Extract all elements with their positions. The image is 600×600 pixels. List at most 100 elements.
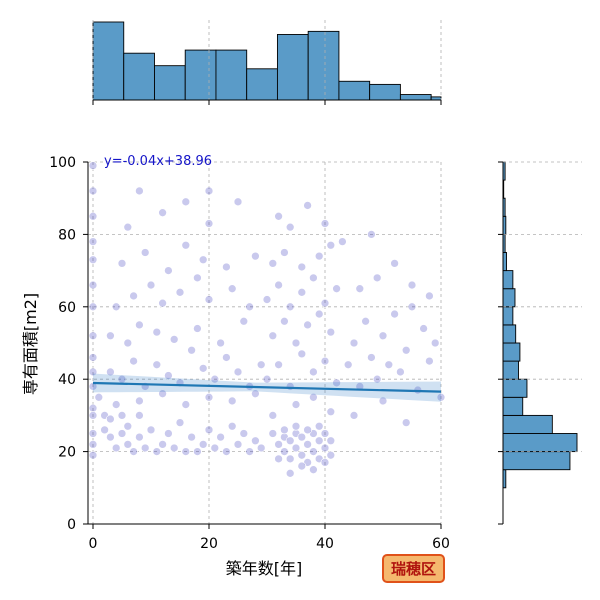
scatter-point bbox=[175, 287, 185, 297]
scatter-point bbox=[425, 356, 434, 366]
scatter-point bbox=[297, 432, 307, 442]
scatter-point bbox=[274, 280, 283, 290]
scatter-point bbox=[245, 302, 254, 312]
scatter-point bbox=[367, 230, 376, 239]
x-histogram-bar bbox=[399, 94, 432, 101]
scatter-point bbox=[396, 367, 405, 377]
scatter-point bbox=[135, 432, 144, 442]
scatter-point bbox=[314, 436, 324, 446]
scatter-point bbox=[390, 259, 399, 268]
scatter-point bbox=[135, 411, 144, 420]
scatter-point bbox=[274, 454, 283, 464]
scatter-point bbox=[280, 248, 289, 257]
scatter-point bbox=[320, 356, 330, 366]
regression bbox=[92, 373, 442, 402]
x-histogram-bar bbox=[307, 30, 340, 101]
scatter-point bbox=[285, 454, 295, 464]
scatter-point bbox=[239, 316, 249, 326]
scatter-point bbox=[401, 418, 411, 427]
scatter-point bbox=[204, 295, 214, 304]
scatter-point bbox=[425, 291, 434, 301]
y-axis-title: 専有面積[m2] bbox=[21, 293, 40, 395]
scatter-point bbox=[280, 316, 289, 326]
scatter-point bbox=[297, 349, 307, 359]
scatter-point bbox=[135, 186, 144, 196]
scatter-point bbox=[268, 411, 278, 420]
scatter-point bbox=[88, 429, 98, 438]
scatter-point bbox=[117, 411, 127, 420]
scatter-point bbox=[111, 302, 121, 312]
scatter-point bbox=[181, 240, 191, 250]
scatter-point bbox=[216, 338, 225, 348]
x-axis-title: 築年数[年] bbox=[226, 559, 303, 578]
x-histogram-bar bbox=[184, 49, 217, 101]
scatter-point bbox=[297, 287, 307, 297]
ward-badge-label: 瑞穂区 bbox=[391, 560, 436, 578]
scatter-point bbox=[169, 443, 179, 453]
scatter-point bbox=[88, 367, 98, 377]
scatter-point bbox=[164, 371, 173, 380]
scatter-point bbox=[309, 392, 318, 402]
scatter-point bbox=[285, 436, 295, 446]
scatter-point bbox=[297, 450, 307, 460]
scatter-point bbox=[372, 273, 382, 283]
x-histogram-bar bbox=[338, 80, 371, 101]
y-tick-label: 100 bbox=[49, 155, 76, 171]
scatter-point bbox=[88, 403, 98, 413]
y-tick-label: 20 bbox=[58, 445, 76, 461]
scatter-point bbox=[256, 360, 266, 370]
scatter-point bbox=[320, 429, 330, 438]
scatter-point bbox=[251, 436, 260, 446]
y-histogram-bar bbox=[502, 396, 524, 416]
scatter-point bbox=[88, 440, 98, 449]
scatter-point bbox=[88, 255, 98, 265]
scatter-point bbox=[326, 327, 336, 337]
scatter-point bbox=[320, 443, 330, 453]
scatter-point bbox=[198, 440, 208, 449]
x-marginal-histogram bbox=[92, 20, 442, 105]
scatter-point bbox=[204, 425, 214, 435]
scatter-point bbox=[303, 440, 312, 449]
scatter-point bbox=[338, 237, 347, 246]
scatter-point bbox=[100, 425, 109, 435]
x-histogram-bar bbox=[92, 21, 125, 101]
scatter-point bbox=[309, 447, 318, 456]
scatter-point bbox=[204, 186, 214, 196]
scatter-point bbox=[216, 432, 225, 442]
scatter-point bbox=[152, 360, 162, 370]
scatter-points bbox=[88, 161, 446, 478]
scatter-point bbox=[332, 378, 341, 388]
scatter-point bbox=[285, 222, 295, 232]
scatter-point bbox=[88, 302, 98, 312]
scatter-point bbox=[378, 331, 388, 341]
scatter-point bbox=[291, 338, 301, 348]
scatter-point bbox=[88, 382, 98, 391]
scatter-point bbox=[262, 374, 272, 384]
scatter-point bbox=[233, 440, 243, 449]
scatter-point bbox=[164, 429, 173, 438]
scatter-point bbox=[251, 251, 260, 261]
scatter-point bbox=[204, 392, 214, 402]
scatter-point bbox=[123, 421, 133, 431]
scatter-point bbox=[129, 291, 138, 301]
scatter-point bbox=[140, 443, 150, 453]
scatter-point bbox=[94, 392, 104, 402]
x-histogram-bar bbox=[246, 68, 278, 101]
y-histogram-bar bbox=[502, 288, 516, 308]
scatter-point bbox=[430, 338, 440, 348]
scatter-point bbox=[164, 266, 173, 275]
y-histogram-bar bbox=[502, 451, 571, 471]
scatter-point bbox=[326, 450, 336, 460]
scatter-point bbox=[309, 367, 318, 377]
scatter-point bbox=[198, 255, 208, 265]
scatter-point bbox=[146, 425, 156, 435]
scatter-point bbox=[135, 320, 144, 330]
scatter-point bbox=[326, 436, 336, 446]
y-tick-label: 60 bbox=[58, 300, 76, 316]
y-marginal-histogram bbox=[498, 161, 582, 525]
scatter-point bbox=[106, 331, 115, 341]
scatter-point bbox=[88, 237, 98, 246]
scatter-point bbox=[106, 367, 115, 377]
scatter-point bbox=[193, 273, 202, 283]
